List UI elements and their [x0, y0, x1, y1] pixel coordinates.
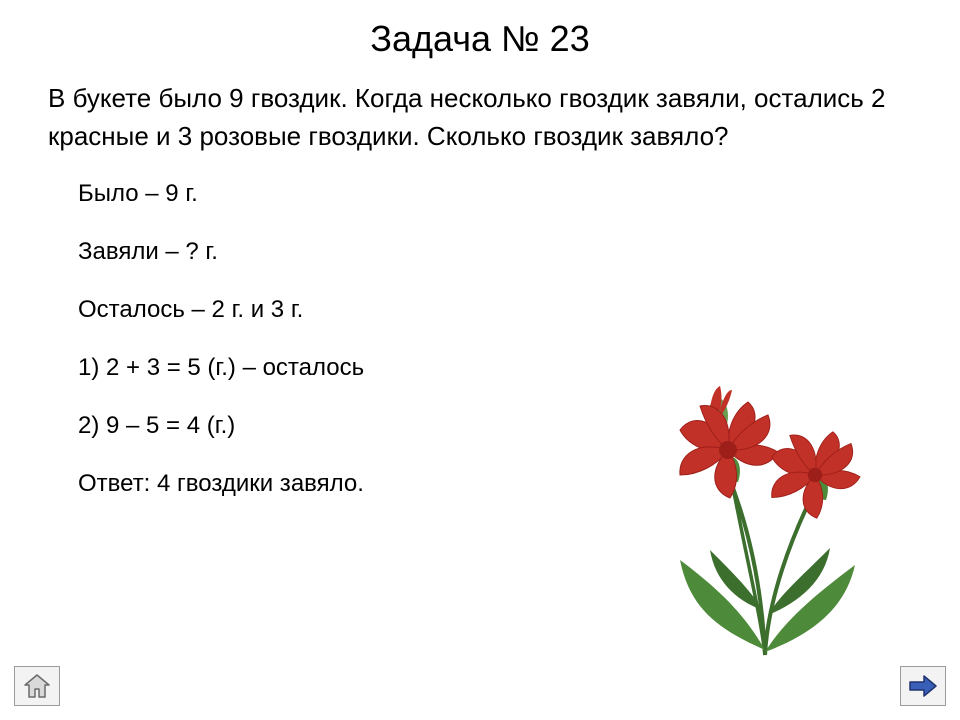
carnation-illustration	[650, 380, 880, 660]
home-icon	[23, 673, 51, 699]
page-title: Задача № 23	[0, 0, 960, 80]
solution-step-1: 1) 2 + 3 = 5 (г.) – осталось	[78, 354, 960, 382]
given-remained: Осталось – 2 г. и 3 г.	[78, 296, 960, 324]
given-was: Было – 9 г.	[78, 180, 960, 208]
home-button[interactable]	[14, 666, 60, 706]
next-button[interactable]	[900, 666, 946, 706]
given-wilted: Завяли – ? г.	[78, 238, 960, 266]
problem-text: В букете было 9 гвоздик. Когда несколько…	[0, 80, 960, 180]
arrow-right-icon	[908, 674, 938, 698]
